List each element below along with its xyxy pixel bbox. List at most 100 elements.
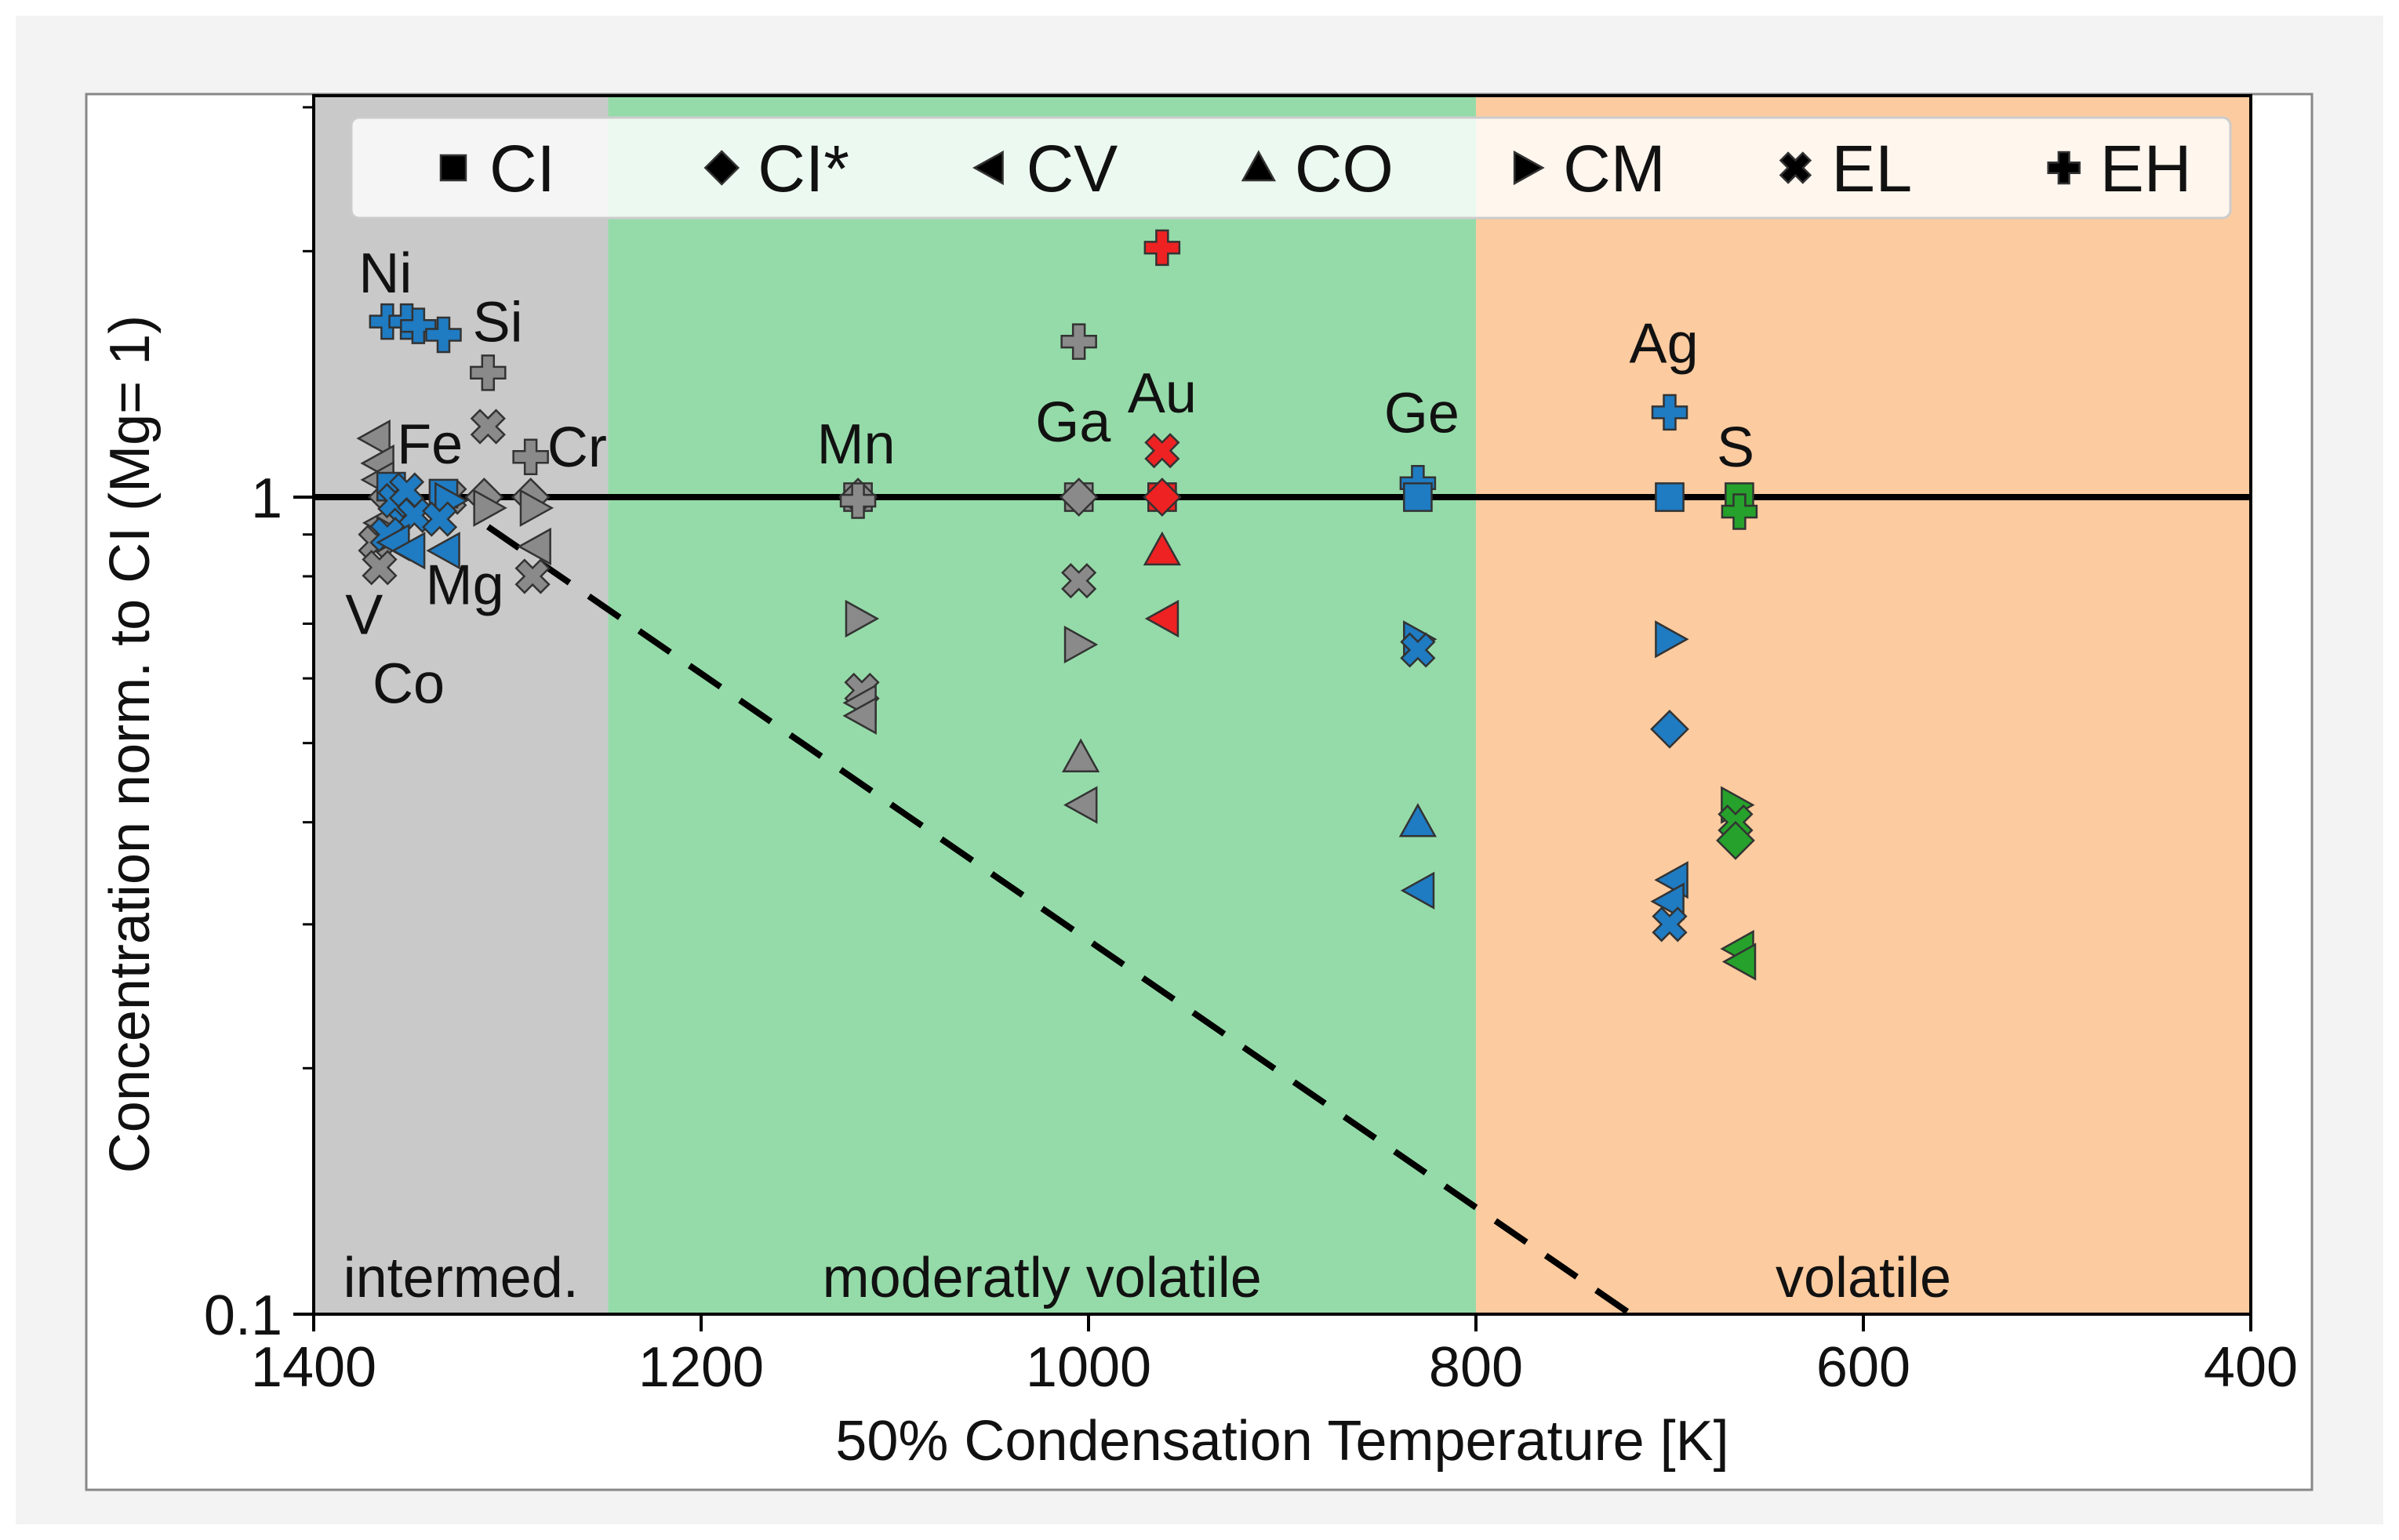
data-point-diamond <box>1650 710 1689 749</box>
region-volatile <box>1476 96 2251 1314</box>
legend-label-co: CO <box>1295 132 1394 205</box>
data-point-plus <box>1651 394 1688 431</box>
data-point-triangle-up <box>1398 803 1438 837</box>
data-point-x <box>1652 906 1688 943</box>
data-point-triangle-left <box>517 527 551 566</box>
legend-marker-cm <box>1513 150 1545 186</box>
reference-lines <box>314 493 2251 1317</box>
data-point-x <box>1400 632 1436 668</box>
legend-label-eh: EH <box>2100 132 2192 205</box>
data-point-triangle-left <box>1400 871 1435 910</box>
data-point-triangle-right <box>1063 625 1099 664</box>
legend-marker-ci <box>703 150 740 186</box>
series-au <box>1142 229 1182 638</box>
data-point-x <box>421 501 458 537</box>
series-ni-fe-co-mg-v-blue <box>369 303 469 570</box>
data-point-triangle-up <box>1061 738 1100 772</box>
element-label-ga: Ga <box>1035 391 1111 454</box>
series-ga <box>1059 323 1100 824</box>
legend: CI CI* CV CO CM EL EH <box>350 116 2232 220</box>
y-tick-label-1: 1 <box>251 467 282 530</box>
element-label-au: Au <box>1128 362 1197 425</box>
region-label-intermed: intermed. <box>343 1247 579 1309</box>
legend-label-ci: CI <box>489 132 555 205</box>
x-tick-label-1200: 1200 <box>638 1336 764 1399</box>
data-point-plus <box>470 354 507 391</box>
element-label-v: V <box>345 584 383 647</box>
element-label-co: Co <box>373 652 445 715</box>
x-tick-label-600: 600 <box>1816 1336 1910 1399</box>
data-point-triangle-left <box>1063 786 1098 824</box>
element-label-si: Si <box>473 292 523 354</box>
legend-marker-eh <box>2047 151 2081 185</box>
region-intermed <box>314 96 609 1314</box>
series-mn <box>838 478 880 735</box>
data-point-triangle-left <box>842 696 877 735</box>
volatility-regions: intermed. moderatly volatile volatile <box>314 96 2251 1314</box>
element-label-fe: Fe <box>397 413 463 476</box>
data-point-x <box>514 558 551 594</box>
data-point-triangle-left <box>1144 599 1180 638</box>
data-point-plus <box>1143 229 1181 267</box>
series-ge <box>1398 465 1438 910</box>
x-tick-label-400: 400 <box>2204 1336 2298 1399</box>
data-point-x <box>1144 433 1180 469</box>
element-label-mn: Mn <box>817 413 896 476</box>
legend-marker-cv <box>972 150 1004 186</box>
legend-label-cv: CV <box>1027 132 1118 205</box>
data-point-plus <box>425 316 462 354</box>
data-point-plus <box>512 438 549 475</box>
data-point-x <box>362 550 398 586</box>
plot-area-border <box>312 94 2252 1316</box>
series-ag <box>1650 394 1689 943</box>
axes: 1400 1200 1000 800 600 400 50% Condensation Te… <box>99 94 2298 1473</box>
x-tick-label-800: 800 <box>1429 1336 1523 1399</box>
legend-marker-el <box>1779 151 1812 184</box>
data-points <box>356 229 1758 981</box>
data-point-triangle-up <box>1143 531 1181 566</box>
legend-marker-co <box>1241 150 1276 182</box>
legend-box <box>350 116 2232 220</box>
dashed-trend-line <box>486 524 1633 1317</box>
data-point-x <box>1061 563 1097 599</box>
data-point-diamond <box>1059 478 1099 517</box>
data-point-diamond <box>1142 478 1182 517</box>
region-moderatly-volatile <box>608 96 1477 1314</box>
legend-label-cm: CM <box>1563 132 1666 205</box>
data-point-diamond <box>1716 820 1755 860</box>
figure-frame: intermed. moderatly volatile volatile 1400… <box>16 16 2383 1524</box>
data-point-square <box>1655 482 1685 512</box>
data-point-triangle-left <box>356 419 391 458</box>
series-s <box>1716 482 1758 981</box>
data-point-triangle-right <box>519 489 554 527</box>
x-tick-label-1400: 1400 <box>251 1336 376 1399</box>
x-axis-label: 50% Condensation Temperature [K] <box>835 1410 1728 1473</box>
data-point-triangle-right <box>473 489 507 527</box>
data-point-triangle-left <box>391 532 426 570</box>
region-label-volatile: volatile <box>1776 1247 1951 1309</box>
element-label-ni: Ni <box>358 242 412 305</box>
x-tick-label-1000: 1000 <box>1026 1336 1151 1399</box>
data-point-plus <box>400 307 437 344</box>
y-tick-label-0-1: 0.1 <box>204 1284 282 1347</box>
element-label-s: S <box>1717 416 1754 479</box>
data-point-triangle-right <box>1655 620 1689 659</box>
legend-label-ci: CI* <box>758 132 849 205</box>
data-point-triangle-left <box>1721 943 1757 981</box>
element-label-mg: Mg <box>426 554 504 616</box>
element-label-ag: Ag <box>1630 313 1699 376</box>
data-point-plus <box>1721 493 1758 530</box>
data-point-x <box>470 409 506 445</box>
data-point-square <box>1403 482 1433 512</box>
data-point-triangle-left <box>426 532 460 570</box>
data-point-plus <box>1060 323 1097 360</box>
y-axis-label: Concentration norm. to CI (Mg= 1) <box>99 315 162 1173</box>
data-point-triangle-right <box>845 599 880 638</box>
data-point-plus <box>839 482 877 519</box>
condensation-chart: intermed. moderatly volatile volatile 1400… <box>85 93 2314 1491</box>
element-label-cr: Cr <box>547 416 607 479</box>
legend-marker-ci <box>439 154 467 182</box>
region-label-moderatly-volatile: moderatly volatile <box>823 1247 1262 1309</box>
element-label-ge: Ge <box>1384 382 1459 445</box>
